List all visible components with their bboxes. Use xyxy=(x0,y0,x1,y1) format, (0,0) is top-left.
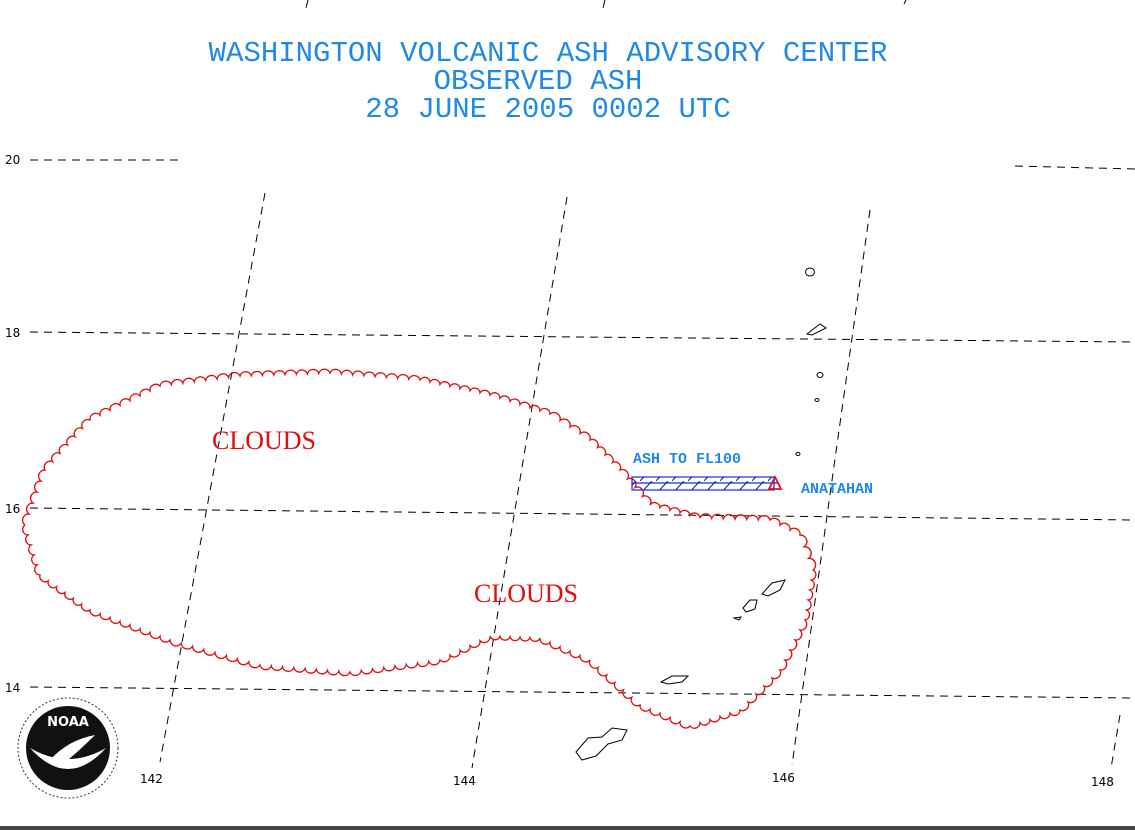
volcano-marker xyxy=(767,474,783,490)
logo-text: NOAA xyxy=(47,715,89,730)
lat-label: 16 xyxy=(5,502,20,516)
title-line: OBSERVED ASH xyxy=(434,65,643,98)
lat-label: 18 xyxy=(5,326,20,340)
lon-label: 146 xyxy=(772,771,795,785)
islands xyxy=(575,267,827,761)
lon-label: 142 xyxy=(140,772,163,786)
ash-label: ASH TO FL100 xyxy=(633,451,741,468)
volcano-label: ANATAHAN xyxy=(801,481,873,498)
lon-label: 148 xyxy=(1091,775,1114,789)
cloud-outline xyxy=(21,368,817,729)
noaa-logo: NOAA xyxy=(17,697,119,799)
cloud-label: CLOUDS xyxy=(212,426,316,455)
graticule xyxy=(29,0,1135,769)
title-line: WASHINGTON VOLCANIC ASH ADVISORY CENTER xyxy=(209,37,888,70)
cloud-label: CLOUDS xyxy=(474,579,578,608)
lon-label: 144 xyxy=(453,774,476,788)
title-line: 28 JUNE 2005 0002 UTC xyxy=(365,93,730,126)
lat-label: 14 xyxy=(5,681,20,695)
lat-label: 20 xyxy=(5,153,20,167)
